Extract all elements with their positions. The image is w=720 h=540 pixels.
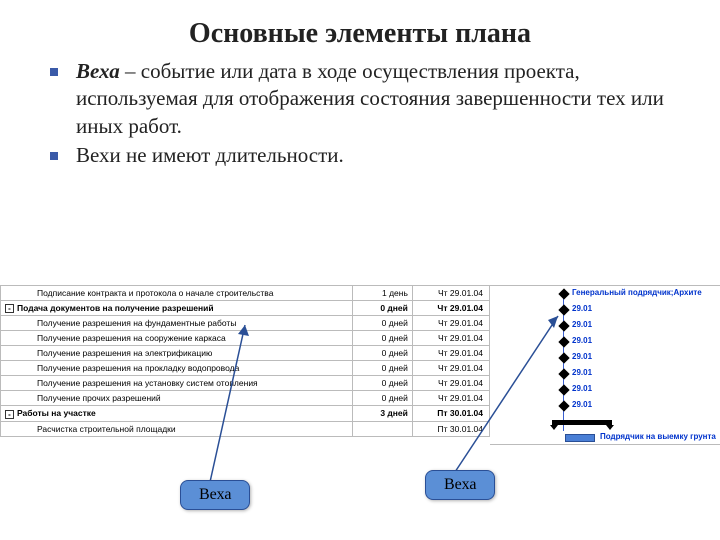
table-row[interactable]: Подписание контракта и протокола о начал… <box>1 286 490 301</box>
task-name-cell[interactable]: Получение разрешения на сооружение карка… <box>1 331 353 346</box>
task-bar-label: Подрядчик на выемку грунта <box>600 432 716 441</box>
duration-cell[interactable]: 0 дней <box>353 316 412 331</box>
milestone-label: 29.01 <box>572 336 592 345</box>
bullet-item: Вехи не имеют длительности. <box>50 142 680 169</box>
duration-cell[interactable]: 0 дней <box>353 301 412 316</box>
bullet-item: Веха – событие или дата в ходе осуществл… <box>50 58 680 140</box>
milestone-label: 29.01 <box>572 320 592 329</box>
milestone-label: 29.01 <box>572 368 592 377</box>
duration-cell[interactable] <box>353 421 412 436</box>
bullet-square-icon <box>50 152 58 160</box>
expander-icon[interactable]: - <box>5 304 14 313</box>
expander-icon[interactable]: - <box>5 410 14 419</box>
duration-cell[interactable]: 0 дней <box>353 391 412 406</box>
bullet-body: Вехи не имеют длительности. <box>76 143 344 167</box>
task-name-cell[interactable]: Получение разрешения на фундаментные раб… <box>1 316 353 331</box>
task-name-cell[interactable]: Получение разрешения на электрификацию <box>1 346 353 361</box>
milestone-label: 29.01 <box>572 384 592 393</box>
project-screenshot: Подписание контракта и протокола о начал… <box>0 285 720 445</box>
task-name-cell[interactable]: Получение разрешения на прокладку водопр… <box>1 361 353 376</box>
milestone-label: 29.01 <box>572 400 592 409</box>
callout-label: Веха <box>180 480 250 510</box>
duration-cell[interactable]: 0 дней <box>353 376 412 391</box>
task-name-cell[interactable]: Расчистка строительной площадки <box>1 421 353 436</box>
duration-cell[interactable]: 1 день <box>353 286 412 301</box>
milestone-label: Генеральный подрядчик;Архите <box>572 288 702 297</box>
callout-arrow <box>205 320 265 485</box>
bullet-list: Веха – событие или дата в ходе осуществл… <box>0 58 720 169</box>
gantt-row: Генеральный подрядчик;Архите <box>490 286 720 302</box>
bullet-body: – событие или дата в ходе осуществления … <box>76 59 664 138</box>
task-name-cell[interactable]: -Работы на участке <box>1 406 353 421</box>
task-name-cell[interactable]: Получение разрешения на установку систем… <box>1 376 353 391</box>
milestone-label: 29.01 <box>572 304 592 313</box>
bullet-text: Вехи не имеют длительности. <box>76 142 344 169</box>
bullet-text: Веха – событие или дата в ходе осуществл… <box>76 58 680 140</box>
callout-label: Веха <box>425 470 495 500</box>
bullet-square-icon <box>50 68 58 76</box>
duration-cell[interactable]: 0 дней <box>353 361 412 376</box>
date-cell[interactable]: Чт 29.01.04 <box>412 286 489 301</box>
task-name-cell[interactable]: Получение прочих разрешений <box>1 391 353 406</box>
task-name-cell[interactable]: Подписание контракта и протокола о начал… <box>1 286 353 301</box>
milestone-label: 29.01 <box>572 352 592 361</box>
task-name-cell[interactable]: -Подача документов на получение разрешен… <box>1 301 353 316</box>
milestone-diamond-icon[interactable] <box>558 288 569 299</box>
callout-arrow <box>450 310 570 475</box>
slide-title: Основные элементы плана <box>0 0 720 58</box>
duration-cell[interactable]: 0 дней <box>353 346 412 361</box>
duration-cell[interactable]: 0 дней <box>353 331 412 346</box>
duration-cell[interactable]: 3 дней <box>353 406 412 421</box>
bullet-term: Веха <box>76 59 120 83</box>
table-row[interactable]: -Подача документов на получение разрешен… <box>1 301 490 316</box>
